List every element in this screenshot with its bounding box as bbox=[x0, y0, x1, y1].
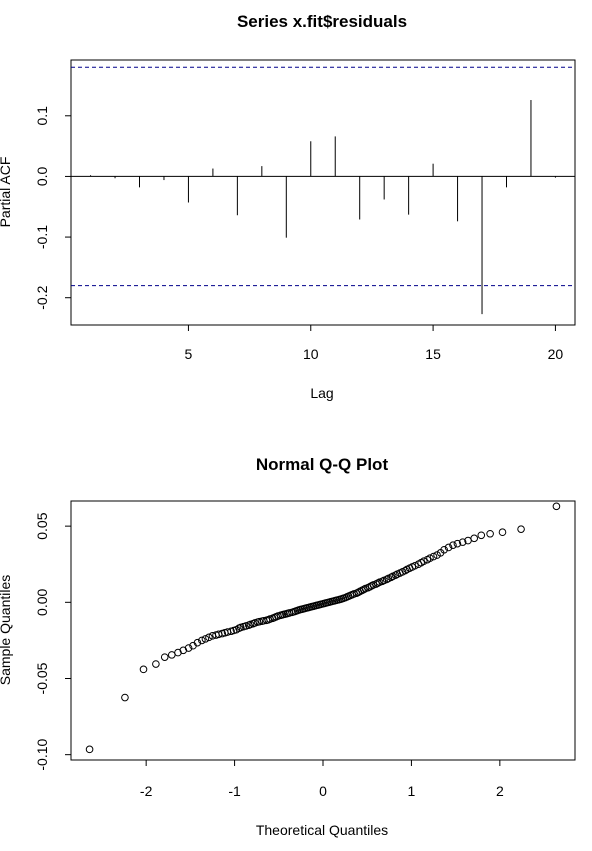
pacf-panel: Series x.fit$residuals 5 10 15 20 -0.2 -0.1 0… bbox=[0, 12, 576, 401]
qq-x-axis: -2 -1 0 1 2 bbox=[140, 760, 504, 799]
x-tick-label: 5 bbox=[185, 346, 193, 362]
qq-point bbox=[401, 566, 410, 575]
x-tick-label: 10 bbox=[303, 346, 319, 362]
qq-point bbox=[121, 693, 129, 702]
qq-y-label: Sample Quantiles bbox=[0, 575, 13, 686]
qq-point bbox=[440, 545, 448, 554]
pacf-y-label: Partial ACF bbox=[0, 157, 13, 228]
qq-points bbox=[85, 502, 561, 754]
pacf-confidence-bounds bbox=[71, 66, 575, 287]
x-tick-label: 15 bbox=[425, 346, 441, 362]
qq-point bbox=[193, 638, 202, 647]
qq-point bbox=[160, 653, 169, 661]
x-tick-label: -2 bbox=[140, 783, 153, 799]
y-tick-label: 0.1 bbox=[34, 106, 50, 126]
qq-point bbox=[429, 552, 438, 561]
qq-point bbox=[184, 644, 193, 652]
qq-point bbox=[152, 660, 160, 668]
pacf-x-axis: 5 10 15 20 bbox=[185, 325, 564, 362]
x-tick-label: 2 bbox=[496, 783, 504, 799]
y-tick-label: -0.05 bbox=[34, 662, 50, 694]
x-tick-label: 1 bbox=[408, 783, 416, 799]
qq-point bbox=[498, 528, 507, 537]
qq-point bbox=[517, 525, 525, 533]
qq-panel: Normal Q-Q Plot -2 -1 0 1 2 -0.10 -0.05 0.00 0.… bbox=[0, 455, 576, 838]
qq-point bbox=[139, 665, 148, 674]
qq-point bbox=[387, 573, 395, 582]
qq-point bbox=[470, 534, 479, 543]
qq-point bbox=[552, 502, 561, 511]
qq-plot-box bbox=[70, 500, 576, 761]
qq-point bbox=[426, 554, 434, 562]
qq-y-axis: -0.10 -0.05 0.00 0.05 bbox=[34, 512, 71, 771]
qq-point bbox=[449, 541, 457, 549]
qq-point bbox=[458, 538, 467, 546]
qq-title: Normal Q-Q Plot bbox=[256, 455, 389, 474]
x-tick-label: 20 bbox=[548, 346, 564, 362]
qq-point bbox=[382, 575, 391, 584]
y-tick-label: 0.05 bbox=[34, 512, 50, 539]
qq-x-label: Theoretical Quantiles bbox=[256, 822, 388, 838]
y-tick-label: 0.0 bbox=[34, 166, 50, 186]
y-tick-label: -0.1 bbox=[34, 225, 50, 249]
x-tick-label: -1 bbox=[228, 783, 241, 799]
qq-point bbox=[168, 651, 176, 659]
qq-point bbox=[486, 529, 494, 538]
qq-point bbox=[444, 543, 453, 552]
qq-point bbox=[411, 561, 419, 570]
qq-point bbox=[420, 557, 428, 565]
qq-point bbox=[477, 531, 486, 540]
qq-point bbox=[205, 633, 213, 642]
qq-point bbox=[391, 571, 400, 579]
y-tick-label: -0.2 bbox=[34, 285, 50, 309]
pacf-x-label: Lag bbox=[310, 385, 333, 401]
qq-point bbox=[201, 635, 210, 643]
pacf-y-axis: -0.2 -0.1 0.0 0.1 bbox=[34, 106, 71, 310]
y-tick-label: 0.00 bbox=[34, 588, 50, 615]
qq-point bbox=[453, 539, 462, 548]
qq-point bbox=[198, 636, 206, 645]
pacf-bars bbox=[90, 100, 556, 315]
x-tick-label: 0 bbox=[319, 783, 327, 799]
qq-point bbox=[255, 617, 264, 626]
y-tick-label: -0.10 bbox=[34, 739, 50, 771]
pacf-title: Series x.fit$residuals bbox=[237, 12, 407, 31]
qq-point bbox=[85, 745, 94, 754]
pacf-plot-box bbox=[70, 59, 576, 326]
